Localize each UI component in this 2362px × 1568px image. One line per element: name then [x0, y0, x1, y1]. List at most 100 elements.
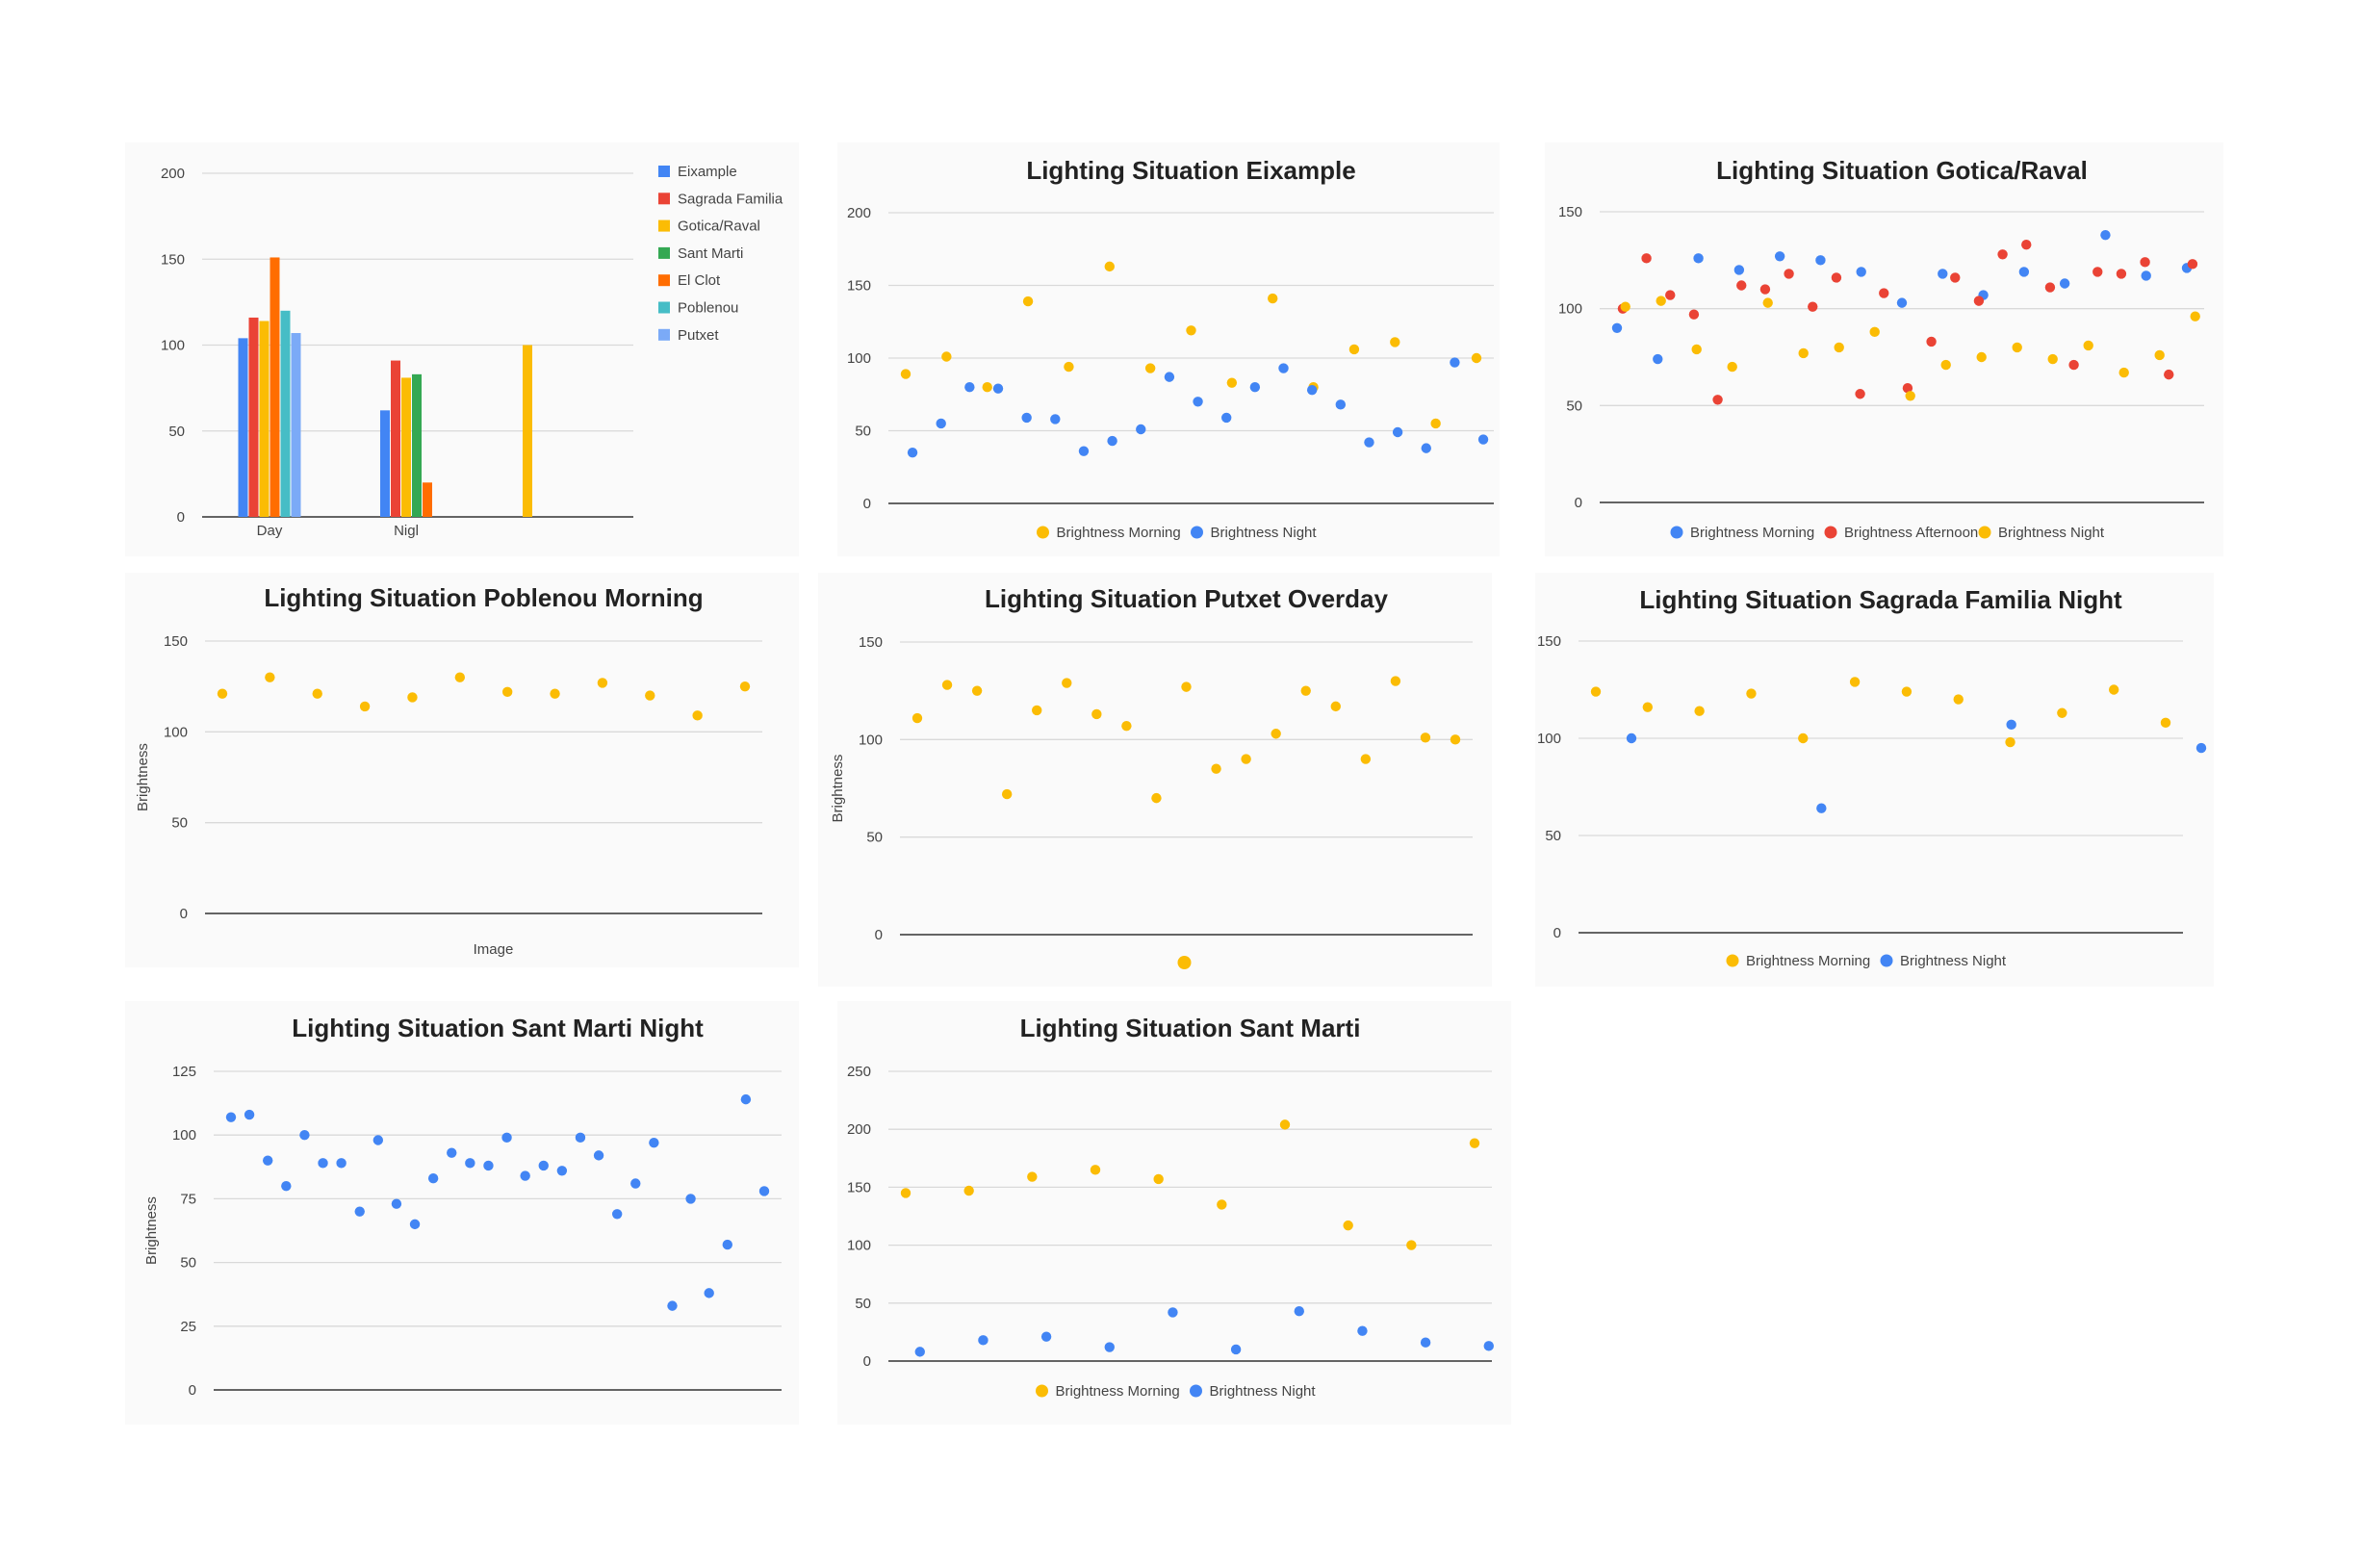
- data-point: [1641, 253, 1652, 264]
- data-point: [2068, 359, 2079, 371]
- data-point: [739, 681, 751, 692]
- legend-label: Brightness Morning: [1057, 525, 1181, 541]
- legend-label: Gotica/Raval: [678, 218, 760, 235]
- y-tick-label: 100: [847, 1238, 871, 1254]
- y-tick-label: 50: [1545, 828, 1561, 844]
- data-point: [1856, 267, 1866, 277]
- data-point: [2044, 282, 2056, 293]
- data-point: [2021, 240, 2032, 250]
- y-tick-label: 100: [164, 724, 188, 740]
- chart-panel-background: [818, 573, 1492, 987]
- data-point: [667, 1300, 678, 1311]
- data-point: [964, 382, 975, 393]
- data-point: [704, 1288, 714, 1298]
- y-tick-label: 200: [847, 1121, 871, 1138]
- data-point: [2116, 269, 2127, 279]
- data-point: [409, 1219, 421, 1230]
- legend-marker: [1190, 1384, 1202, 1398]
- data-point: [501, 1132, 512, 1144]
- data-point: [1421, 443, 1431, 453]
- data-point: [354, 1206, 365, 1217]
- data-point: [1450, 734, 1461, 745]
- x-tick-label: Nigl: [394, 523, 419, 539]
- data-point: [1121, 720, 1132, 732]
- data-point: [2118, 367, 2129, 378]
- chart-title: Lighting Situation Sagrada Familia Night: [1639, 585, 2122, 614]
- bar-sant-marti: [412, 373, 422, 517]
- legend-label: Brightness Night: [1998, 525, 2105, 541]
- data-point: [2100, 229, 2111, 241]
- chart-panel-background: [1545, 142, 2223, 556]
- data-point: [1733, 265, 1745, 275]
- data-point: [1590, 686, 1602, 697]
- data-point: [1471, 352, 1482, 364]
- x-axis-label: Image: [474, 941, 514, 958]
- data-point: [1330, 701, 1341, 712]
- y-tick-label: 150: [161, 251, 185, 268]
- data-point: [1040, 1331, 1052, 1342]
- data-point: [2092, 267, 2103, 277]
- y-tick-label: 125: [172, 1064, 196, 1080]
- legend-label: Brightness Night: [1211, 525, 1318, 541]
- data-point: [1798, 733, 1809, 744]
- data-point: [2006, 719, 2016, 731]
- legend-swatch: [658, 193, 670, 205]
- y-tick-label: 150: [1558, 204, 1582, 220]
- data-point: [2047, 353, 2058, 365]
- data-point: [1798, 347, 1809, 359]
- data-point: [265, 672, 275, 682]
- data-point: [2005, 736, 2015, 748]
- data-point: [1774, 251, 1785, 262]
- data-point: [1905, 391, 1915, 401]
- data-point: [1430, 418, 1441, 429]
- data-point: [941, 351, 952, 362]
- data-point: [1834, 342, 1844, 353]
- data-point: [1831, 272, 1842, 283]
- data-point: [971, 685, 983, 696]
- data-point: [1343, 1220, 1353, 1231]
- data-point: [1249, 382, 1261, 393]
- data-point: [1168, 1307, 1178, 1318]
- legend-swatch: [658, 274, 670, 287]
- data-point: [454, 672, 466, 682]
- data-point: [1104, 1342, 1115, 1352]
- chart-title: Lighting Situation Sant Marti Night: [292, 1014, 704, 1042]
- data-point: [1392, 426, 1403, 438]
- legend-label: Putxet: [678, 327, 719, 344]
- data-point: [281, 1180, 292, 1192]
- data-point: [1062, 678, 1072, 688]
- data-point: [1477, 434, 1489, 445]
- data-point: [978, 1335, 988, 1346]
- bar-gotica-raval: [259, 321, 270, 517]
- legend-marker: [1880, 954, 1893, 967]
- data-point: [1032, 705, 1042, 716]
- legend-label: Brightness Morning: [1056, 1383, 1180, 1400]
- data-point: [2160, 717, 2171, 729]
- data-point: [1712, 395, 1723, 405]
- y-axis-label: Brightness: [830, 755, 846, 823]
- chart-3: Lighting Situation Gotica/Raval 150 100 50 0…: [1545, 142, 2223, 556]
- data-point: [1727, 361, 1737, 373]
- y-tick-label: 200: [847, 205, 871, 221]
- data-point: [1620, 301, 1630, 312]
- y-tick-label: 0: [189, 1382, 196, 1399]
- legend-label: Brightness Night: [1210, 1383, 1317, 1400]
- data-point: [1050, 414, 1061, 424]
- y-tick-label: 50: [855, 1296, 871, 1312]
- data-point: [1450, 357, 1460, 368]
- legend-swatch: [658, 166, 670, 177]
- chart-1: 200 150 100 50 0 Day Nigl Eixample Sagrada Famil…: [125, 142, 799, 556]
- data-point: [597, 678, 608, 688]
- data-point: [1279, 1119, 1291, 1130]
- data-point: [593, 1150, 604, 1161]
- y-tick-label: 0: [177, 509, 185, 526]
- data-point: [692, 710, 703, 721]
- y-tick-label: 250: [847, 1064, 871, 1080]
- y-tick-label: 150: [1537, 633, 1561, 650]
- data-point: [1694, 706, 1705, 716]
- legend-marker: [1191, 526, 1203, 539]
- data-point: [630, 1178, 641, 1189]
- data-point: [649, 1137, 659, 1148]
- data-point: [1626, 733, 1637, 744]
